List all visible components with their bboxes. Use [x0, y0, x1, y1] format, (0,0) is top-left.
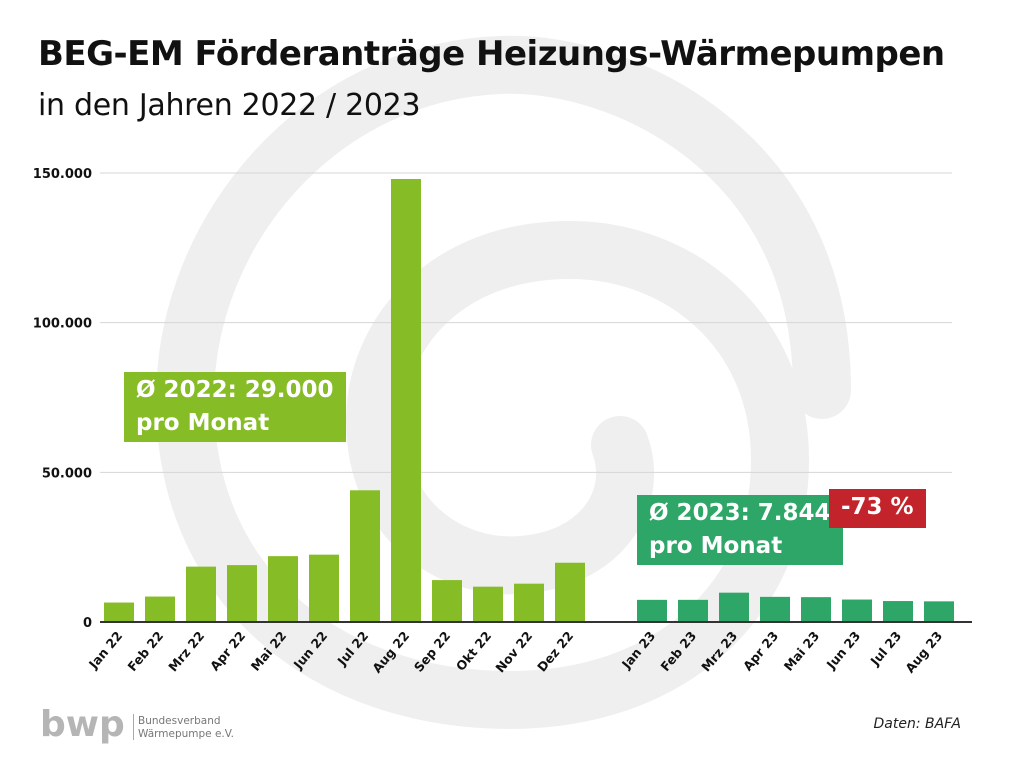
y-tick-label: 0: [83, 616, 92, 631]
x-tick-label: Jan 22: [85, 628, 125, 672]
x-tick-label: Jan 23: [618, 628, 658, 672]
bar: [432, 580, 462, 622]
bar: [145, 596, 175, 622]
x-tick-label: Aug 23: [902, 628, 945, 675]
bar: [801, 597, 831, 622]
x-tick-label: Dez 22: [534, 628, 576, 674]
x-tick-label: Nov 22: [492, 628, 535, 675]
avg-2022-line2: pro Monat: [136, 410, 270, 436]
y-tick-label: 150.000: [33, 167, 92, 182]
bar: [391, 178, 421, 622]
bar: [678, 599, 708, 622]
x-tick-label: Mai 22: [248, 628, 290, 674]
avg-2022-line1: Ø 2022: 29.000: [136, 377, 334, 403]
x-tick-label: Mai 23: [781, 628, 823, 674]
x-tick-label: Feb 23: [657, 628, 699, 674]
x-tick-label: Sep 22: [411, 628, 453, 675]
avg-2022-label: Ø 2022: 29.000 pro Monat: [124, 372, 346, 442]
x-tick-label: Mrz 23: [698, 628, 740, 674]
bar: [473, 586, 503, 622]
bwp-logo-text: bwp: [40, 704, 125, 744]
bwp-logo: bwp: [40, 704, 125, 744]
chart-title: BEG-EM Förderanträge Heizungs-Wärmepumpe…: [38, 34, 945, 74]
x-tick-label: Feb 22: [124, 628, 166, 674]
x-tick-label: Jul 23: [867, 628, 905, 669]
chart-subtitle: in den Jahren 2022 / 2023: [38, 88, 421, 123]
avg-2023-line2: pro Monat: [649, 533, 783, 559]
bar: [186, 566, 216, 622]
bar: [924, 601, 954, 622]
x-tick-label: Mrz 22: [165, 628, 207, 674]
bar: [514, 583, 544, 622]
org-line2: Wärmepumpe e.V.: [138, 728, 234, 740]
x-tick-label: Jun 23: [823, 628, 864, 672]
y-tick-label: 100.000: [33, 317, 92, 332]
x-tick-label: Jul 22: [334, 628, 372, 669]
x-tick-label: Okt 22: [453, 628, 494, 673]
org-name: Bundesverband Wärmepumpe e.V.: [138, 715, 234, 741]
x-tick-label: Apr 22: [207, 628, 248, 673]
bar: [309, 554, 339, 622]
bar: [268, 556, 298, 622]
bar: [555, 562, 585, 622]
bar: [719, 592, 749, 622]
bar: [637, 599, 667, 622]
avg-2023-line1: Ø 2023: 7.844: [649, 500, 831, 526]
avg-2023-label: Ø 2023: 7.844 pro Monat: [637, 495, 843, 565]
bar: [350, 490, 380, 622]
org-line1: Bundesverband: [138, 715, 221, 727]
bar: [842, 599, 872, 622]
x-tick-label: Apr 23: [740, 628, 781, 673]
data-source: Daten: BAFA: [873, 716, 962, 732]
bar: [104, 602, 134, 622]
x-tick-label: Aug 22: [369, 628, 412, 675]
change-percent-badge: -73 %: [829, 489, 926, 528]
bar: [760, 596, 790, 622]
bar: [883, 601, 913, 622]
x-tick-label: Jun 22: [290, 628, 331, 672]
bar: [227, 565, 257, 622]
logo-separator: [133, 714, 134, 740]
y-tick-label: 50.000: [42, 466, 92, 481]
